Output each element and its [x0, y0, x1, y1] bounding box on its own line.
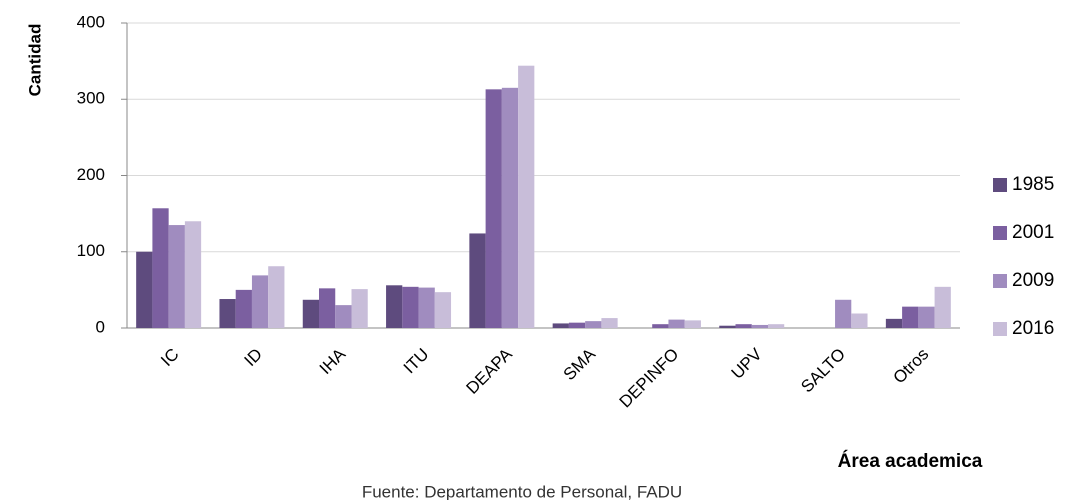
y-tick-label: 200: [77, 165, 105, 184]
legend-swatch: [993, 226, 1007, 240]
legend-swatch: [993, 178, 1007, 192]
bar: [918, 306, 935, 328]
x-tick-label: ITU: [400, 345, 433, 378]
x-tick-label: DEPINFO: [616, 345, 683, 412]
bar: [835, 299, 852, 328]
bar: [136, 251, 153, 328]
legend-label: 2009: [1012, 270, 1054, 291]
bar: [434, 292, 452, 328]
bar: [302, 299, 320, 328]
y-tick-label: 300: [77, 89, 105, 108]
bar: [485, 89, 502, 329]
legend-swatch: [993, 322, 1007, 336]
bar: [235, 289, 252, 328]
bar: [219, 299, 236, 328]
x-axis-title: Área academica: [838, 450, 983, 472]
legend-label: 1985: [1012, 174, 1054, 195]
bar: [184, 221, 202, 328]
bar: [885, 318, 903, 328]
x-tick-label: DEAPA: [463, 344, 517, 398]
bar: [469, 233, 486, 328]
bar: [568, 322, 586, 328]
legend-label: 2001: [1012, 222, 1054, 243]
bar: [934, 286, 951, 328]
x-tick-label: SALTO: [797, 345, 849, 397]
bar: [751, 324, 768, 328]
x-tick-label: Otros: [890, 345, 933, 388]
bar: [251, 275, 269, 328]
bar: [351, 289, 368, 328]
bar: [418, 287, 435, 328]
bar: [152, 208, 169, 328]
bar: [268, 266, 285, 328]
bar: [335, 305, 352, 328]
x-tick-label: ID: [240, 345, 265, 370]
y-tick-label: 400: [77, 12, 105, 31]
x-tick-label: UPV: [728, 344, 767, 383]
bar: [652, 324, 669, 328]
bar: [386, 285, 403, 328]
bar: [902, 306, 919, 328]
bar: [402, 286, 419, 328]
y-axis-title: Cantidad: [25, 24, 44, 97]
bar: [719, 325, 736, 328]
bar: [767, 324, 785, 328]
legend-swatch: [993, 274, 1007, 288]
bar: [684, 320, 701, 328]
bar: [552, 323, 569, 328]
legend-label: 2016: [1012, 318, 1054, 339]
bar: [668, 319, 685, 328]
x-tick-label: IHA: [316, 344, 350, 378]
y-tick-label: 0: [96, 317, 105, 336]
bar: [851, 313, 868, 328]
bar: [168, 225, 185, 328]
x-tick-label: IC: [157, 345, 182, 370]
bar: [518, 65, 535, 328]
y-tick-label: 100: [77, 241, 105, 260]
bar: [601, 318, 618, 328]
bar: [319, 288, 336, 328]
x-tick-label: SMA: [560, 344, 600, 384]
source-note: Fuente: Departamento de Personal, FADU: [362, 482, 682, 500]
bar: [501, 87, 519, 328]
bar: [585, 321, 602, 328]
bar: [735, 324, 752, 328]
